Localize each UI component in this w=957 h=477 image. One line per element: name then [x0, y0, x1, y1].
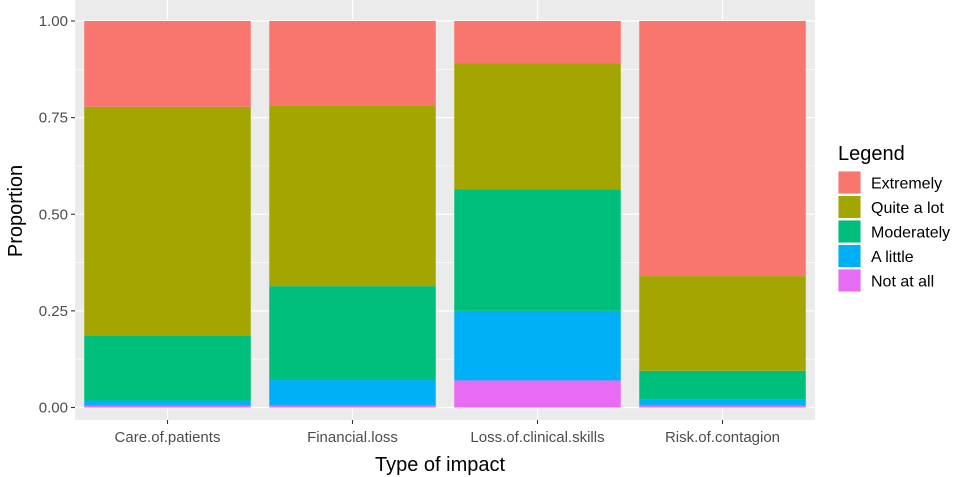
bar-segment	[639, 405, 806, 408]
legend-label: Quite a lot	[871, 200, 944, 217]
bar-segment	[269, 21, 436, 106]
y-tick-label: 1.00	[39, 13, 68, 30]
bar-segment	[84, 400, 251, 406]
legend-title: Legend	[838, 143, 905, 165]
bar-segment	[84, 21, 251, 107]
bar-segment	[84, 335, 251, 401]
y-axis-title: Proportion	[5, 165, 27, 257]
legend-key	[838, 269, 861, 292]
x-tick-label: Loss.of.clinical.skills	[470, 429, 604, 446]
bar-segment	[639, 21, 806, 277]
legend-label: A little	[871, 249, 914, 266]
x-tick-label: Risk.of.contagion	[665, 429, 780, 446]
legend-label: Extremely	[871, 176, 942, 193]
bar-segment	[454, 63, 621, 190]
bar-segment	[84, 106, 251, 336]
legend-label: Not at all	[871, 274, 934, 291]
bars	[84, 21, 806, 408]
bar-segment	[639, 276, 806, 371]
x-tick-label: Care.of.patients	[115, 429, 221, 446]
bar-segment	[269, 286, 436, 381]
legend-key	[838, 171, 861, 194]
legend-key	[838, 245, 861, 267]
y-tick-label: 0.75	[39, 110, 68, 127]
legend: Legend Extremely Quite a lot Moderately A l…	[838, 143, 950, 292]
legend-label: Moderately	[871, 225, 950, 242]
y-axis: 0.00 0.25 0.50 0.75 1.00	[39, 13, 75, 417]
x-axis: Care.of.patients Financial.loss Loss.of.cl…	[115, 420, 780, 446]
bar-segment	[639, 370, 806, 400]
bar-segment	[454, 380, 621, 408]
x-tick-label: Financial.loss	[307, 429, 398, 446]
legend-key	[838, 196, 861, 218]
bar-segment	[454, 189, 621, 311]
y-tick-label: 0.50	[39, 206, 68, 223]
bar-segment	[84, 405, 251, 408]
legend-key	[838, 220, 861, 243]
bar-segment	[269, 105, 436, 287]
bar-segment	[454, 21, 621, 64]
bar-segment	[639, 399, 806, 406]
bar-segment	[269, 405, 436, 408]
x-axis-title: Type of impact	[375, 454, 506, 476]
bar-segment	[269, 380, 436, 406]
bar-segment	[454, 310, 621, 381]
y-tick-label: 0.25	[39, 303, 68, 320]
y-tick-label: 0.00	[39, 400, 68, 417]
legend-items: Extremely Quite a lot Moderately A little No…	[838, 171, 950, 292]
